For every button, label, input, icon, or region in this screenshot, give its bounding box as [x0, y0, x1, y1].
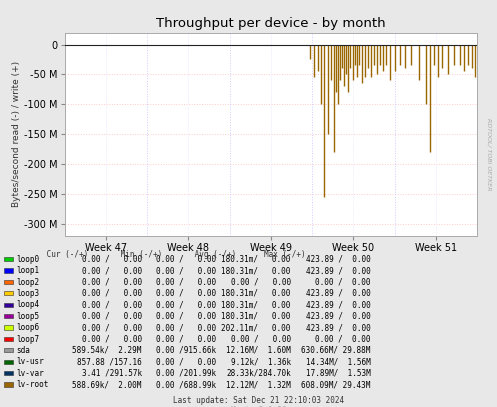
Text: 0.00 /   0.00: 0.00 / 0.00 — [82, 255, 142, 264]
Text: loop7: loop7 — [16, 335, 39, 344]
Text: 0.00 /   0.00: 0.00 / 0.00 — [82, 312, 142, 321]
Text: 423.89 /  0.00: 423.89 / 0.00 — [306, 312, 370, 321]
Y-axis label: Bytes/second read (-) / write (+): Bytes/second read (-) / write (+) — [12, 61, 21, 208]
Text: lv-usr: lv-usr — [16, 357, 44, 366]
Text: 588.69k/  2.00M: 588.69k/ 2.00M — [72, 380, 142, 389]
Text: 180.31m/   0.00: 180.31m/ 0.00 — [221, 289, 291, 298]
Text: 0.00 /   0.00: 0.00 / 0.00 — [156, 266, 216, 275]
Text: 0.00 /   0.00: 0.00 / 0.00 — [156, 323, 216, 332]
Text: 0.00 /   0.00: 0.00 / 0.00 — [156, 289, 216, 298]
Text: 0.00 /688.99k: 0.00 /688.99k — [156, 380, 216, 389]
Text: 0.00 /   0.00: 0.00 / 0.00 — [82, 300, 142, 309]
Text: loop5: loop5 — [16, 312, 39, 321]
Text: 423.89 /  0.00: 423.89 / 0.00 — [306, 289, 370, 298]
Text: 589.54k/  2.29M: 589.54k/ 2.29M — [72, 346, 142, 355]
Text: 630.66M/ 29.88M: 630.66M/ 29.88M — [301, 346, 370, 355]
Text: 0.00 /  0.00: 0.00 / 0.00 — [315, 278, 370, 287]
Text: 0.00 /   0.00: 0.00 / 0.00 — [156, 278, 216, 287]
Text: 0.00 /   0.00: 0.00 / 0.00 — [82, 266, 142, 275]
Text: sda: sda — [16, 346, 30, 355]
Text: Cur (-/+)       Min (-/+)       Avg (-/+)      Max (-/+): Cur (-/+) Min (-/+) Avg (-/+) Max (-/+) — [5, 250, 306, 259]
Text: 0.00 /   0.00: 0.00 / 0.00 — [156, 335, 216, 344]
Text: 0.00 /   0.00: 0.00 / 0.00 — [231, 335, 291, 344]
Text: 0.00 /   0.00: 0.00 / 0.00 — [231, 278, 291, 287]
Text: Last update: Sat Dec 21 22:10:03 2024: Last update: Sat Dec 21 22:10:03 2024 — [173, 396, 344, 405]
Text: 17.89M/  1.53M: 17.89M/ 1.53M — [306, 369, 370, 378]
Text: RDTOOL/ TOBI OETKER: RDTOOL/ TOBI OETKER — [486, 118, 491, 191]
Text: 423.89 /  0.00: 423.89 / 0.00 — [306, 255, 370, 264]
Text: loop0: loop0 — [16, 255, 39, 264]
Text: 180.31m/   0.00: 180.31m/ 0.00 — [221, 312, 291, 321]
Text: loop4: loop4 — [16, 300, 39, 309]
Text: 0.00 /   0.00: 0.00 / 0.00 — [82, 323, 142, 332]
Text: 180.31m/   0.00: 180.31m/ 0.00 — [221, 300, 291, 309]
Text: 202.11m/   0.00: 202.11m/ 0.00 — [221, 323, 291, 332]
Text: 0.00 /   0.00: 0.00 / 0.00 — [156, 255, 216, 264]
Text: 423.89 /  0.00: 423.89 / 0.00 — [306, 300, 370, 309]
Text: 0.00 /  0.00: 0.00 / 0.00 — [315, 335, 370, 344]
Text: 0.00 /   0.00: 0.00 / 0.00 — [156, 357, 216, 366]
Text: 12.16M/  1.60M: 12.16M/ 1.60M — [226, 346, 291, 355]
Text: 180.31m/   0.00: 180.31m/ 0.00 — [221, 255, 291, 264]
Text: 0.00 /   0.00: 0.00 / 0.00 — [156, 300, 216, 309]
Text: 14.34M/  1.56M: 14.34M/ 1.56M — [306, 357, 370, 366]
Text: loop6: loop6 — [16, 323, 39, 332]
Text: lv-root: lv-root — [16, 380, 48, 389]
Text: loop3: loop3 — [16, 289, 39, 298]
Text: 0.00 /   0.00: 0.00 / 0.00 — [82, 289, 142, 298]
Text: 0.00 /   0.00: 0.00 / 0.00 — [82, 335, 142, 344]
Text: 608.09M/ 29.43M: 608.09M/ 29.43M — [301, 380, 370, 389]
Text: 0.00 /915.66k: 0.00 /915.66k — [156, 346, 216, 355]
Text: 28.33k/284.70k: 28.33k/284.70k — [226, 369, 291, 378]
Text: 0.00 /   0.00: 0.00 / 0.00 — [82, 278, 142, 287]
Text: 857.88 /157.16: 857.88 /157.16 — [77, 357, 142, 366]
Title: Throughput per device - by month: Throughput per device - by month — [156, 17, 386, 30]
Text: 180.31m/   0.00: 180.31m/ 0.00 — [221, 266, 291, 275]
Text: 12.12M/  1.32M: 12.12M/ 1.32M — [226, 380, 291, 389]
Text: 0.00 /201.99k: 0.00 /201.99k — [156, 369, 216, 378]
Text: 423.89 /  0.00: 423.89 / 0.00 — [306, 266, 370, 275]
Text: Munin 2.0.56: Munin 2.0.56 — [231, 406, 286, 407]
Text: loop2: loop2 — [16, 278, 39, 287]
Text: lv-var: lv-var — [16, 369, 44, 378]
Text: loop1: loop1 — [16, 266, 39, 275]
Text: 9.12k/  1.36k: 9.12k/ 1.36k — [231, 357, 291, 366]
Text: 423.89 /  0.00: 423.89 / 0.00 — [306, 323, 370, 332]
Text: 3.41 /291.57k: 3.41 /291.57k — [82, 369, 142, 378]
Text: 0.00 /   0.00: 0.00 / 0.00 — [156, 312, 216, 321]
